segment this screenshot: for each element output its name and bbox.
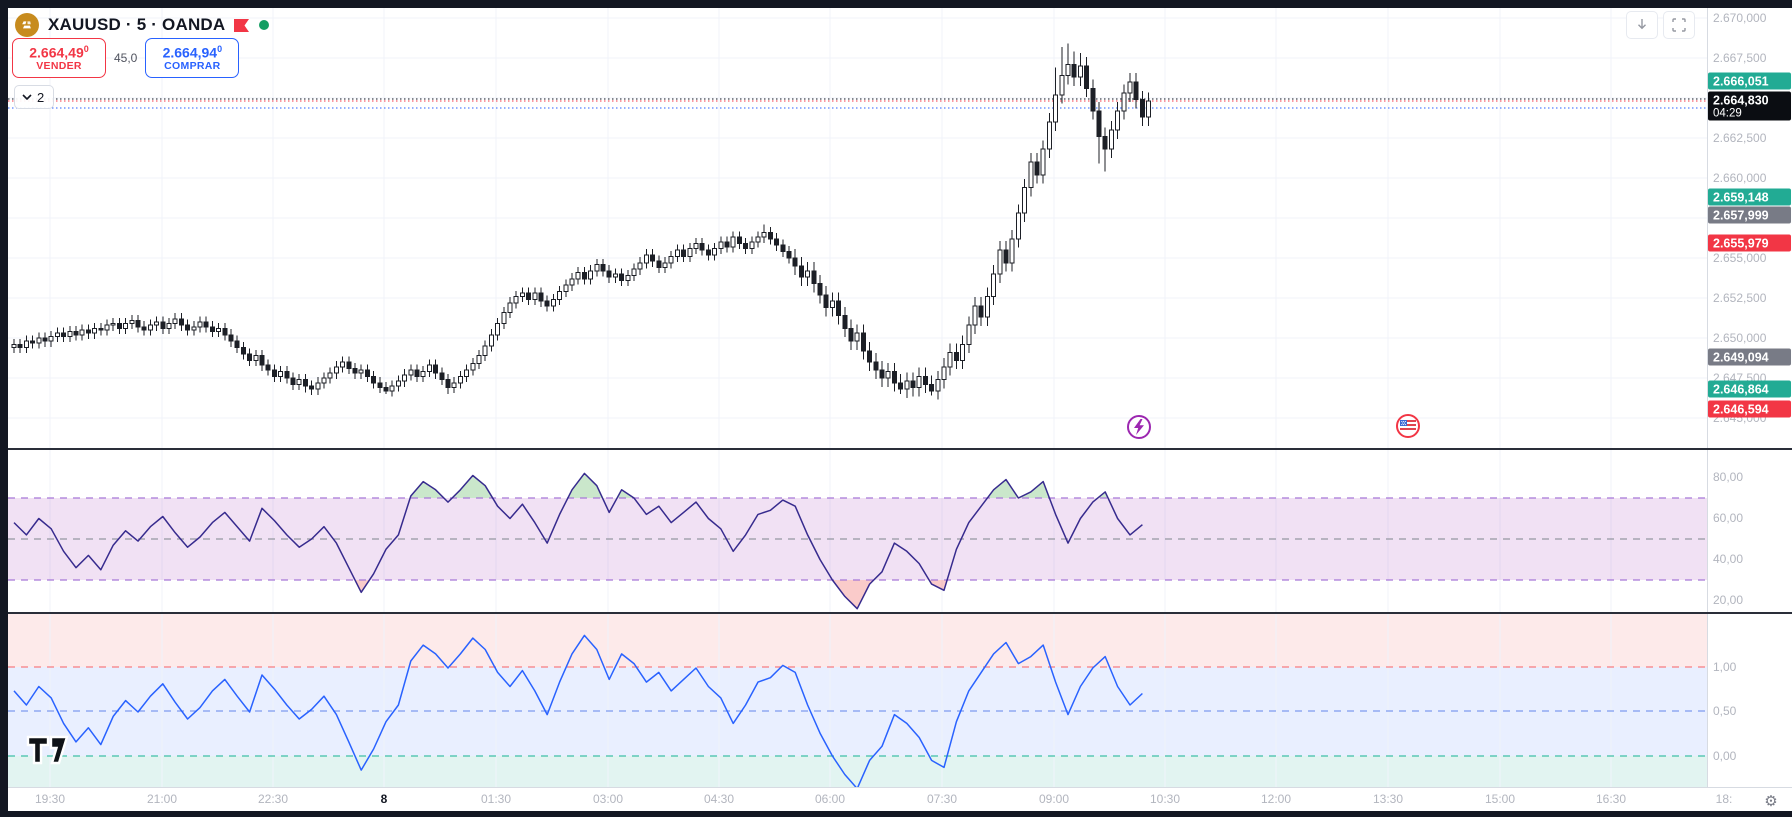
price-tick-label: 2.670,000 <box>1713 11 1767 25</box>
time-tick-label: 07:30 <box>926 792 958 806</box>
price-level-badge: 2.646,594 <box>1708 400 1791 418</box>
time-tick-label: 10:30 <box>1149 792 1181 806</box>
sell-label: VENDER <box>36 60 82 73</box>
fullscreen-icon <box>1672 18 1686 32</box>
price-chart-panel[interactable] <box>8 8 1707 449</box>
time-tick-label: 21:00 <box>146 792 178 806</box>
time-tick-label: 04:30 <box>703 792 735 806</box>
legend-collapse-chip[interactable]: 2 <box>14 85 55 109</box>
economic-event-us-flag-icon[interactable] <box>1396 414 1420 438</box>
time-tick-label: 19:30 <box>34 792 66 806</box>
time-tick-label: 01:30 <box>480 792 512 806</box>
time-tick-label: 03:00 <box>592 792 624 806</box>
download-button[interactable] <box>1626 11 1658 39</box>
legend-collapsed-count: 2 <box>37 89 45 105</box>
market-open-dot-icon[interactable] <box>258 19 270 31</box>
panel-divider[interactable] <box>8 448 1792 450</box>
fullscreen-button[interactable] <box>1663 11 1695 39</box>
time-tick-label: 22:30 <box>257 792 289 806</box>
sell-price-fraction: 0 <box>83 43 89 54</box>
time-axis-settings-gear-icon[interactable]: ⚙ <box>1764 793 1778 810</box>
price-axis[interactable]: 2.670,000 2.667,500 2.662,500 2.660,000 2.65… <box>1707 8 1792 787</box>
spread-value: 45,0 <box>114 51 138 65</box>
price-level-badge: 2.666,051 <box>1708 72 1791 90</box>
time-tick-label: 13:30 <box>1372 792 1404 806</box>
time-tick-label: 8 <box>380 792 388 806</box>
time-axis[interactable]: 19:30 21:00 22:30 8 01:30 03:00 04:30 06:00 07:3… <box>8 787 1792 811</box>
price-level-badge: 2.646,864 <box>1708 380 1791 398</box>
oscillator-tick-label: 0,50 <box>1713 704 1737 718</box>
candles <box>11 43 1152 400</box>
price-level-badge: 2.649,094 <box>1708 348 1791 366</box>
download-icon <box>1638 19 1646 30</box>
price-tick-label: 2.660,000 <box>1713 171 1767 185</box>
economic-event-lightning-icon[interactable] <box>1127 415 1151 439</box>
oscillator-tick-label: 0,00 <box>1713 749 1737 763</box>
sell-price: 2.664,49 <box>29 44 84 61</box>
buy-price-fraction: 0 <box>217 43 223 54</box>
rsi-indicator-panel[interactable] <box>8 449 1707 613</box>
time-tick-label: 09:00 <box>1038 792 1070 806</box>
oscillator-indicator-panel[interactable] <box>8 613 1707 787</box>
symbol-logo-gold-icon <box>14 12 40 38</box>
price-level-badge: 2.659,148 <box>1708 188 1791 206</box>
price-level-badge: 2.657,999 <box>1708 206 1791 224</box>
time-tick-label: 06:00 <box>814 792 846 806</box>
sell-button[interactable]: 2.664,490 VENDER <box>12 38 106 78</box>
panel-divider[interactable] <box>8 612 1792 614</box>
rsi-tick-label: 60,00 <box>1713 511 1744 525</box>
oscillator-tick-label: 1,00 <box>1713 660 1737 674</box>
price-tick-label: 2.667,500 <box>1713 51 1767 65</box>
time-tick-label: 18: <box>1715 792 1733 806</box>
time-tick-label: 15:00 <box>1484 792 1516 806</box>
rsi-tick-label: 40,00 <box>1713 552 1744 566</box>
time-tick-label: 16:30 <box>1595 792 1627 806</box>
current-price-badge: 2.664,830 04:29 <box>1708 91 1791 121</box>
rsi-tick-label: 80,00 <box>1713 470 1744 484</box>
buy-price: 2.664,94 <box>162 44 218 61</box>
price-level-badge: 2.655,979 <box>1708 234 1791 252</box>
symbol-title[interactable]: XAUUSD · 5 · OANDA <box>48 15 226 34</box>
buy-button[interactable]: 2.664,940 COMPRAR <box>145 38 240 78</box>
time-axis-separator <box>8 787 1792 788</box>
rsi-tick-label: 20,00 <box>1713 593 1744 607</box>
buy-label: COMPRAR <box>164 60 221 73</box>
price-tick-label: 2.662,500 <box>1713 131 1767 145</box>
price-tick-label: 2.652,500 <box>1713 291 1767 305</box>
chart-window: 2.670,000 2.667,500 2.662,500 2.660,000 2.65… <box>8 8 1792 811</box>
time-tick-label: 12:00 <box>1260 792 1292 806</box>
price-axis-separator <box>1707 8 1708 787</box>
chevron-down-icon <box>22 94 32 100</box>
price-tick-label: 2.655,000 <box>1713 251 1767 265</box>
price-tick-label: 2.650,000 <box>1713 331 1767 345</box>
tradingview-logo[interactable] <box>26 734 70 766</box>
flag-icon[interactable] <box>233 18 250 33</box>
